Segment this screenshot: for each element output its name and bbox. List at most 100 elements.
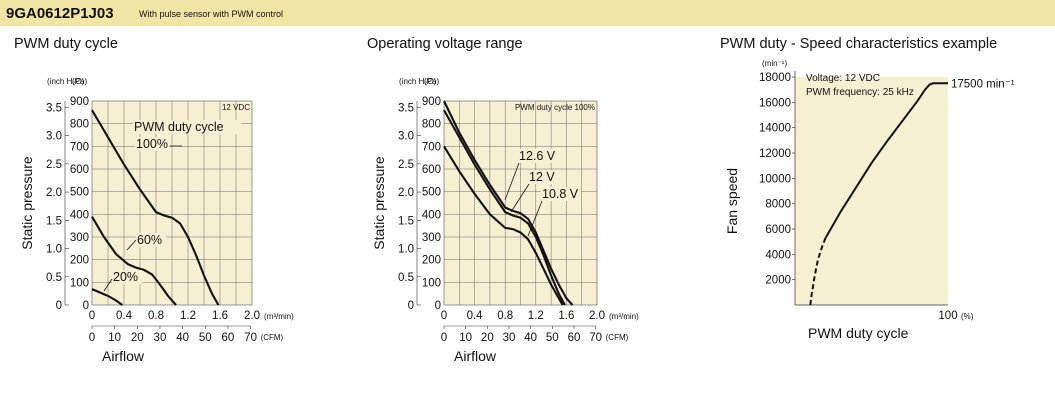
- chart2-x-tick: 2.0: [589, 310, 605, 322]
- chart3-y-tick: 14000: [759, 123, 791, 135]
- chart1-x-tick: 0: [89, 310, 95, 322]
- chart3-series-dashed: [809, 237, 827, 306]
- chart1-inch-tick: 3.0: [46, 131, 62, 143]
- chart2-pa-tick: 100: [422, 277, 441, 289]
- chart2-cfm-tick: 20: [481, 332, 494, 344]
- chart2-label-bg: [518, 149, 560, 163]
- chart1-inch-tick: 1.0: [46, 244, 62, 256]
- chart2-inch-tick: 0.5: [398, 272, 414, 284]
- chart3-x-tick: 100: [938, 310, 957, 322]
- chart1-pa-tick: 800: [70, 119, 89, 131]
- chart1-x-tick: 2.0: [244, 310, 260, 322]
- chart1-ylabel: Static pressure: [19, 156, 35, 250]
- chart2-series-label: 12 V: [529, 170, 555, 184]
- chart1-label-bg: [133, 120, 241, 134]
- chart1-pa-tick: 900: [70, 96, 89, 108]
- chart1-series-line: [91, 109, 220, 306]
- chart1-label-bg: [136, 233, 166, 247]
- chart1-pa-tick: 100: [70, 277, 89, 289]
- chart1-pa-tick: 700: [70, 141, 89, 153]
- chart3-plot-area: [795, 77, 948, 305]
- chart1-series-label: 100%: [136, 137, 168, 151]
- chart2-pa-tick: 400: [422, 209, 441, 221]
- chart1-y-unit-right: (Pa): [72, 77, 87, 86]
- chart2-x-unit-bottom: (CFM): [606, 333, 629, 342]
- chart1-series-label: 20%: [113, 270, 138, 284]
- chart3-y-tick: 12000: [759, 148, 791, 160]
- chart3-y-tick: 8000: [765, 199, 791, 211]
- chart3-end-label: 17500 min⁻¹: [951, 78, 1015, 90]
- chart1-xlabel: Airflow: [102, 348, 145, 364]
- chart2-x-tick: 0: [441, 310, 447, 322]
- chart2-pa-tick: 0: [435, 300, 441, 312]
- chart3-title: PWM duty - Speed characteristics example: [720, 36, 998, 52]
- chart2-inch-tick: 0: [408, 300, 414, 312]
- chart3-y-tick: 2000: [765, 275, 791, 287]
- chart2-label-leader: [510, 183, 530, 213]
- chart1-cfm-tick: 0: [89, 332, 95, 344]
- chart1-inch-tick: 0.5: [46, 272, 62, 284]
- chart1-cfm-tick: 60: [222, 332, 235, 344]
- chart1-label-leader: [103, 278, 113, 292]
- chart1-title: PWM duty cycle: [14, 36, 118, 52]
- chart3-y-tick: 6000: [765, 224, 791, 236]
- chart2-cfm-tick: 50: [546, 332, 559, 344]
- chart2-x-unit-top: (m³/min): [609, 312, 639, 321]
- chart1-pa-tick: 400: [70, 209, 89, 221]
- chart1-label-bg: [112, 270, 142, 284]
- chart2-pa-tick: 900: [422, 96, 441, 108]
- chart1-pa-tick: 500: [70, 187, 89, 199]
- chart3-ylabel: Fan speed: [724, 168, 740, 234]
- chart2-inch-tick: 2.0: [398, 187, 414, 199]
- chart1-cfm-tick: 40: [176, 332, 189, 344]
- chart2-x-tick: 1.6: [558, 310, 574, 322]
- chart1-x-tick: 0.4: [116, 310, 133, 322]
- chart2-x-tick: 1.2: [528, 310, 544, 322]
- chart2-inch-tick: 3.5: [398, 102, 414, 114]
- chart2-label-leader: [504, 162, 520, 201]
- header-band: 9GA0612P1J03 With pulse sensor with PWM …: [0, 0, 1055, 26]
- chart1-cfm-tick: 20: [131, 332, 144, 344]
- chart2-x-tick: 0.4: [467, 310, 484, 322]
- chart1-pa-tick: 600: [70, 164, 89, 176]
- chart1-cfm-tick: 70: [244, 332, 257, 344]
- chart1-pa-tick: 300: [70, 232, 89, 244]
- chart1-inch-tick: 0: [56, 300, 62, 312]
- chart1-y-unit-left: (inch H₂O): [47, 77, 85, 86]
- chart2-series-label: 12.6 V: [519, 149, 556, 163]
- chart2-corner-note: PWM duty cycle 100%: [515, 103, 595, 112]
- chart2-title: Operating voltage range: [367, 36, 523, 52]
- chart2-x-tick: 0.8: [497, 310, 513, 322]
- chart2-label-bg: [541, 187, 581, 201]
- chart3-xlabel: PWM duty cycle: [808, 325, 909, 341]
- chart3-x-unit: (%): [961, 312, 974, 321]
- model-subtitle: With pulse sensor with PWM control: [139, 9, 284, 19]
- chart2-pa-tick: 700: [422, 141, 441, 153]
- chart2-inch-tick: 3.0: [398, 131, 414, 143]
- chart1-cfm-tick: 50: [199, 332, 212, 344]
- chart3-note-line: Voltage: 12 VDC: [806, 73, 880, 84]
- chart2-ylabel: Static pressure: [371, 156, 387, 250]
- chart3-note-line: PWM frequency: 25 kHz: [806, 87, 914, 98]
- model-number: 9GA0612P1J03: [6, 5, 114, 22]
- chart1-pa-tick: 0: [83, 300, 89, 312]
- chart1-cfm-tick: 10: [108, 332, 121, 344]
- chart2-cfm-tick: 60: [568, 332, 581, 344]
- chart1-corner-note: 12 VDC: [222, 103, 250, 112]
- chart2-cfm-tick: 0: [441, 332, 447, 344]
- chart3-y-tick: 4000: [765, 249, 791, 261]
- chart1-series-label: PWM duty cycle: [134, 120, 224, 134]
- chart1-inch-tick: 3.5: [46, 102, 62, 114]
- chart1-label-bg: [135, 137, 169, 151]
- chart1-series-label: 60%: [137, 233, 162, 247]
- chart2-pa-tick: 300: [422, 232, 441, 244]
- chart3-y-tick: 10000: [759, 173, 791, 185]
- chart3-series-solid: [824, 82, 948, 239]
- chart2-inch-tick: 2.5: [398, 159, 414, 171]
- chart2-inch-tick: 1.0: [398, 244, 414, 256]
- chart2-y-unit-left: (inch H₂O): [399, 77, 437, 86]
- chart3-y-tick: 16000: [759, 97, 791, 109]
- chart2-series-label: 10.8 V: [542, 187, 579, 201]
- chart2-pa-tick: 800: [422, 119, 441, 131]
